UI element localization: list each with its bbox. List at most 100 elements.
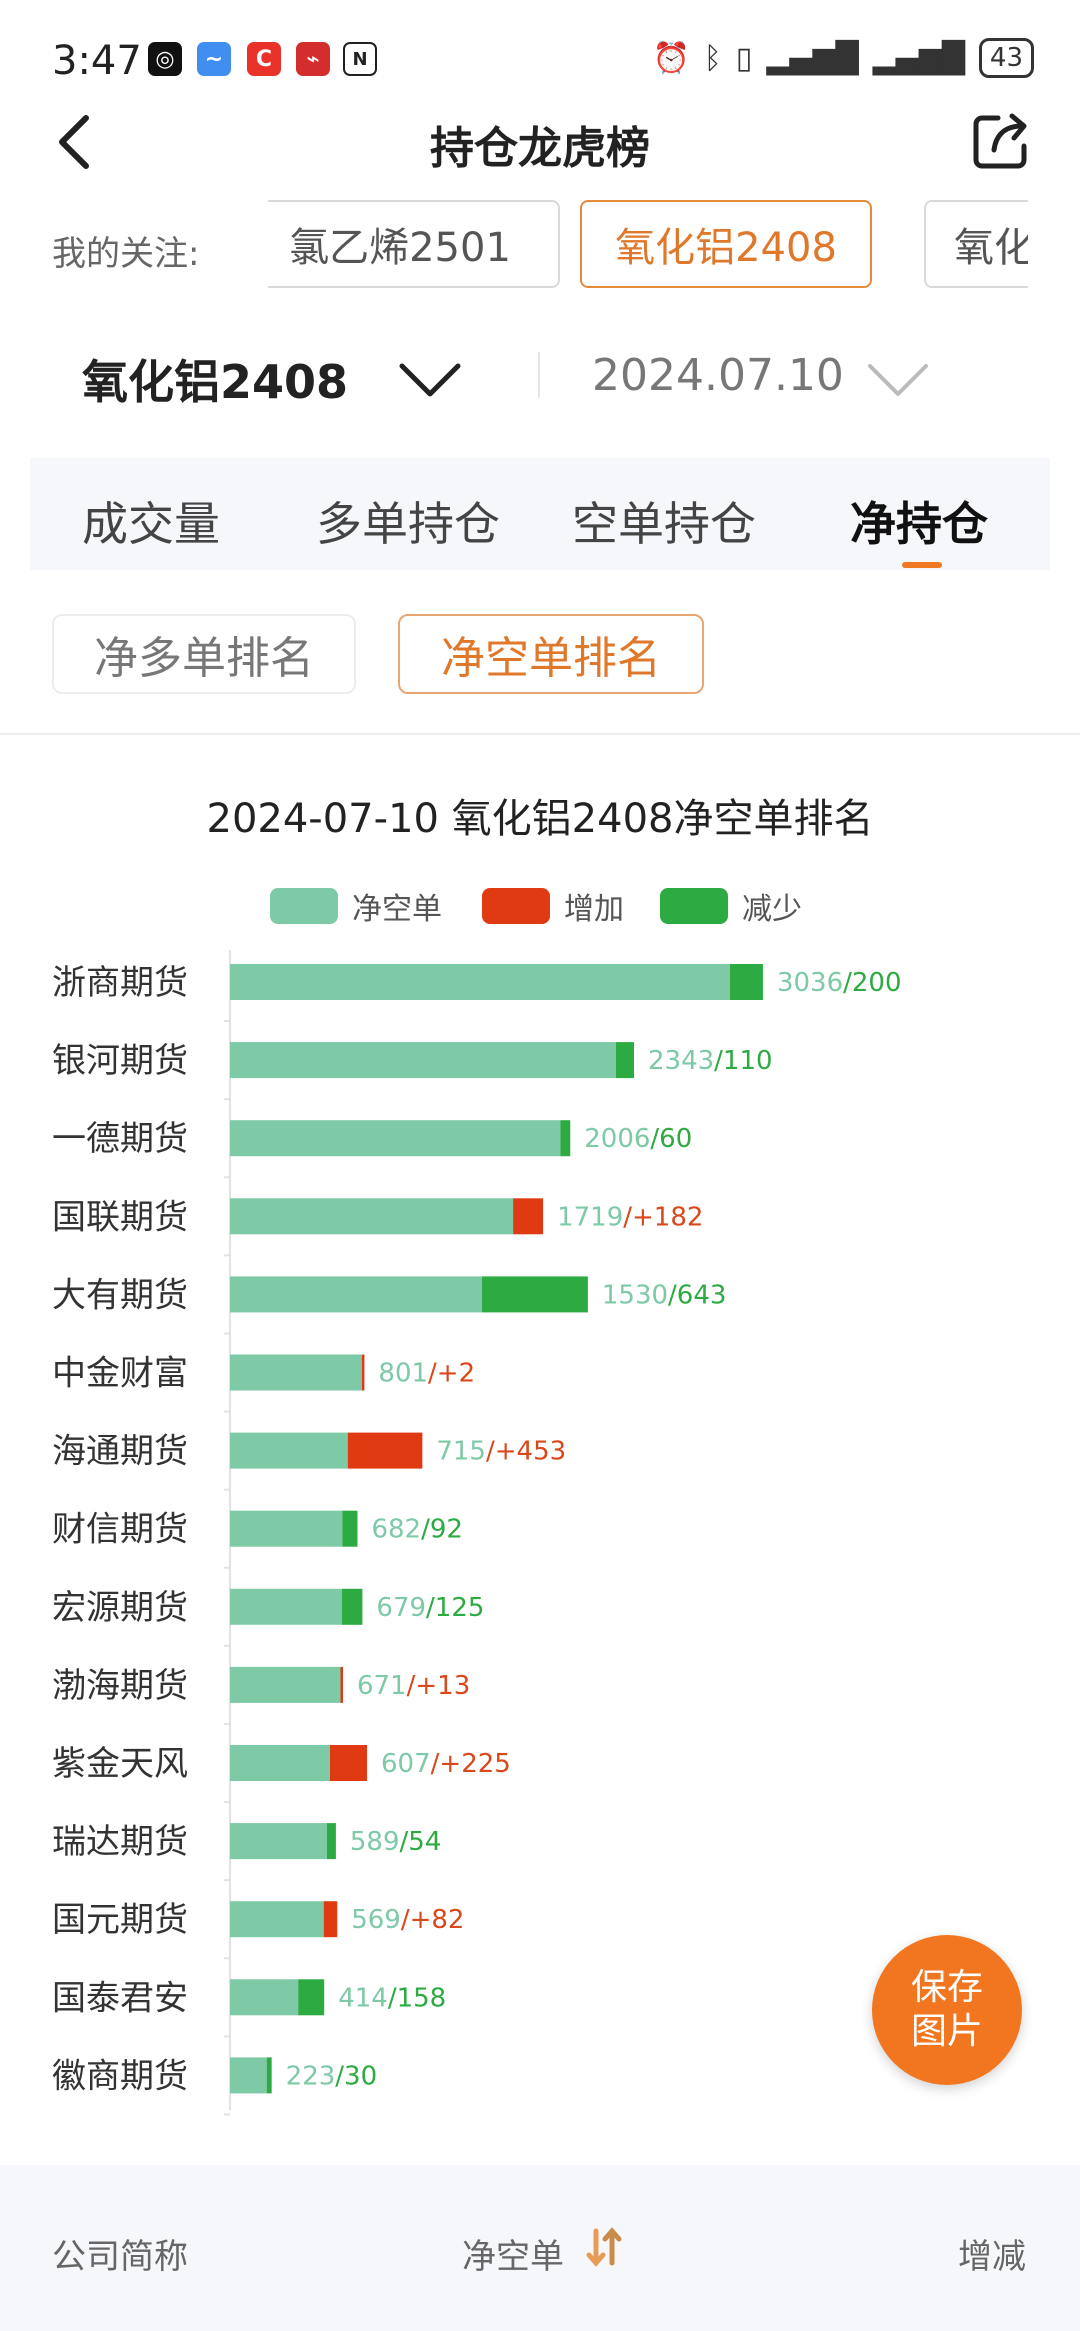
data-label: 414/158 [338, 1983, 446, 2013]
bar-decrease [342, 1510, 358, 1547]
data-label: 607/+225 [381, 1749, 511, 1779]
nfc-icon: N [343, 42, 377, 76]
legend-decrease: 减少 [660, 884, 802, 928]
chart-app-icon: ~ [197, 42, 231, 76]
legend-increase-label: 增加 [564, 892, 624, 927]
net-short-ranking-chart: 浙商期货 3036/200 银河期货 2343/110 一德期货 2006/60 国联期货 1… [52, 950, 902, 2116]
save-button-line2: 图片 [910, 2011, 983, 2052]
bar-decrease [481, 1276, 588, 1313]
vibrate-icon: ▯ [735, 40, 753, 76]
data-label: 801/+2 [378, 1359, 475, 1389]
bar-net [230, 2057, 267, 2094]
y-tick-label: 国泰君安 [52, 1978, 188, 2018]
data-label: 682/92 [371, 1515, 462, 1545]
tab-short-positions[interactable]: 空单持仓 [572, 497, 756, 551]
data-label: 679/125 [376, 1593, 484, 1623]
share-icon[interactable] [970, 110, 1032, 172]
data-label: 223/30 [286, 2061, 377, 2091]
data-label: 1719/+182 [557, 1202, 703, 1232]
bar-increase [347, 1432, 423, 1469]
bar-decrease [298, 1979, 325, 2016]
follow-chip[interactable]: 氯乙烯2501 [268, 200, 560, 288]
legend-net: 净空单 [270, 884, 442, 928]
bar-net [230, 1745, 330, 1781]
column-change[interactable]: 增减 [958, 2237, 1026, 2277]
legend-increase: 增加 [482, 884, 624, 928]
follow-strip[interactable]: 氯乙烯2501 氧化铝2408 氧化 [268, 200, 1028, 296]
y-tick-label: 浙商期货 [52, 963, 188, 1003]
follow-chip[interactable]: 氧化 [924, 200, 1028, 288]
bar-decrease [266, 2057, 272, 2094]
y-tick-label: 紫金天风 [52, 1744, 188, 1784]
data-label: 589/54 [350, 1827, 441, 1857]
bar-net [230, 1823, 328, 1860]
save-image-button[interactable]: 保存 图片 [872, 1935, 1022, 2085]
follow-label: 我的关注: [52, 234, 200, 274]
bar-decrease [341, 1588, 363, 1625]
divider [0, 733, 1080, 735]
status-time: 3:47 [52, 38, 142, 84]
column-company[interactable]: 公司简称 [52, 2237, 188, 2277]
date-selector[interactable]: 2024.07.10 [592, 350, 844, 401]
net-short-ranking-button[interactable]: 净空单排名 [398, 614, 704, 694]
signal-icon: ▂▄▆█ [766, 40, 859, 76]
bar-decrease [730, 964, 763, 1000]
sort-icon[interactable] [586, 2225, 622, 2269]
y-tick-label: 银河期货 [52, 1041, 188, 1081]
data-label: 2343/110 [648, 1046, 773, 1076]
c-app-icon: C [247, 42, 281, 76]
bar-net [230, 964, 730, 1000]
y-tick-label: 国联期货 [52, 1197, 188, 1237]
bar-increase [361, 1354, 365, 1391]
legend-increase-swatch [482, 888, 550, 924]
data-label: 569/+82 [351, 1905, 464, 1935]
y-tick-label: 财信期货 [52, 1510, 188, 1550]
chevron-down-icon[interactable] [866, 360, 930, 400]
net-long-ranking-button[interactable]: 净多单排名 [52, 614, 356, 694]
chart-title: 2024-07-10 氧化铝2408净空单排名 [206, 796, 874, 842]
bar-net [230, 1276, 482, 1313]
tab-underline [902, 562, 942, 568]
bar-increase [340, 1666, 344, 1703]
bar-net [230, 1198, 514, 1235]
tab-long-positions[interactable]: 多单持仓 [316, 497, 500, 551]
alarm-icon: ⏰ [652, 40, 690, 76]
y-tick-label: 一德期货 [52, 1119, 188, 1159]
bar-net [230, 1979, 299, 2016]
tab-volume[interactable]: 成交量 [82, 497, 220, 551]
bar-net [230, 1354, 362, 1391]
stock-app-icon: ⌁ [296, 42, 330, 76]
y-tick-label: 海通期货 [52, 1432, 188, 1472]
bar-net [230, 1432, 348, 1469]
bottom-bar: 公司简称 净空单 增减 [0, 2165, 1080, 2331]
follow-chip-active[interactable]: 氧化铝2408 [580, 200, 872, 288]
y-tick-label: 大有期货 [52, 1275, 188, 1315]
page-title: 持仓龙虎榜 [430, 123, 650, 174]
bar-net [230, 1588, 342, 1625]
column-net-short[interactable]: 净空单 [462, 2237, 564, 2277]
y-tick-label: 宏源期货 [52, 1588, 188, 1628]
data-label: 2006/60 [584, 1124, 692, 1154]
bar-increase [323, 1901, 338, 1938]
legend-net-label: 净空单 [352, 892, 442, 927]
bar-decrease [615, 1042, 634, 1079]
app-notification-icon: ◎ [148, 42, 182, 76]
bar-net [230, 1120, 561, 1157]
tab-bar: 成交量 多单持仓 空单持仓 净持仓 [30, 458, 1050, 570]
signal-2-icon: ▂▄▆█ [872, 40, 965, 76]
contract-selector[interactable]: 氧化铝2408 [82, 355, 349, 409]
selector-divider [538, 352, 540, 398]
legend-decrease-swatch [660, 888, 728, 924]
bar-decrease [560, 1120, 571, 1157]
tab-net-positions[interactable]: 净持仓 [850, 497, 988, 551]
data-label: 715/+453 [436, 1437, 566, 1467]
back-button[interactable] [50, 112, 100, 172]
y-tick-label: 中金财富 [52, 1354, 188, 1394]
data-label: 671/+13 [357, 1671, 470, 1701]
battery-icon: 43 [978, 38, 1034, 78]
y-tick-label: 国元期货 [52, 1900, 188, 1940]
chevron-down-icon[interactable] [398, 360, 462, 400]
legend-net-swatch [270, 888, 338, 924]
bar-net [230, 1901, 324, 1938]
y-tick-label: 徽商期货 [52, 2056, 188, 2096]
